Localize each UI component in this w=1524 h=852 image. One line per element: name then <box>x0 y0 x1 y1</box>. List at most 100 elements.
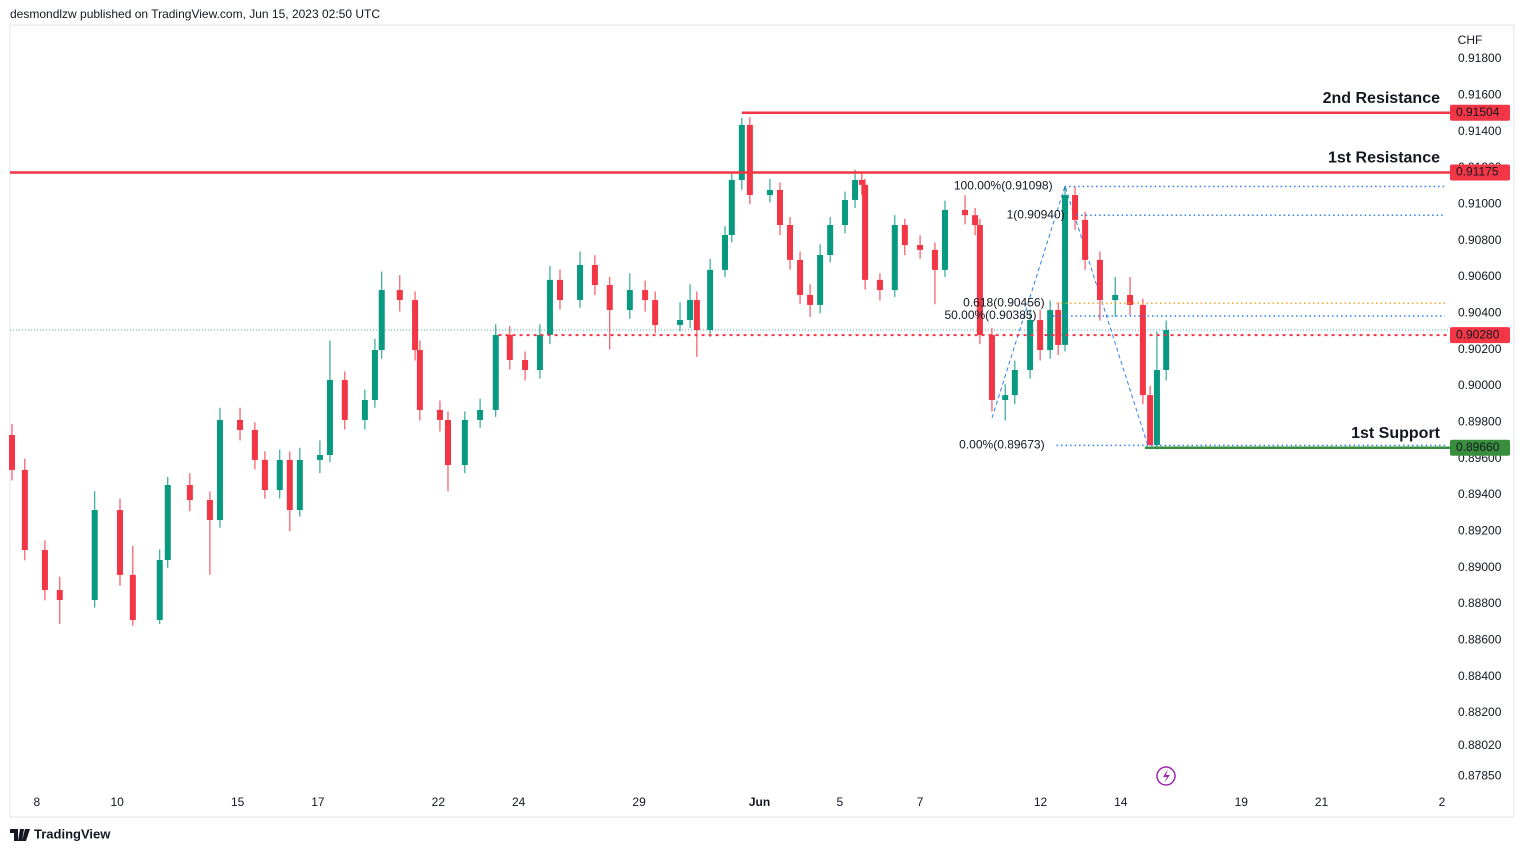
x-tick-label: 14 <box>1114 795 1128 809</box>
x-tick-label: 17 <box>311 795 325 809</box>
candle-body <box>1002 395 1009 400</box>
y-tick-label: 0.88800 <box>1458 596 1502 610</box>
chart-frame <box>9 24 1515 818</box>
level-name: 1st Resistance <box>1328 150 1440 167</box>
y-tick-label: 0.90400 <box>1458 305 1502 319</box>
y-tick-label: 0.88200 <box>1458 705 1502 719</box>
candle-body <box>687 300 694 321</box>
y-tick-label: 0.87850 <box>1458 769 1502 783</box>
candle-body <box>477 409 484 420</box>
candle-body <box>972 215 979 226</box>
candle-body <box>9 435 16 470</box>
y-tick-label: 0.89200 <box>1458 523 1502 537</box>
candle-body <box>746 124 753 196</box>
price-tag <box>1450 164 1510 181</box>
candle-body <box>156 560 163 620</box>
candle-body <box>412 300 419 351</box>
candle-body <box>852 179 859 200</box>
candle-body <box>862 184 869 280</box>
candle-body <box>721 235 728 270</box>
x-tick-label: 7 <box>917 795 924 809</box>
y-tick-label: 0.91400 <box>1458 124 1502 138</box>
candle-body <box>251 429 258 460</box>
candle-body <box>693 300 700 331</box>
candle-body <box>738 124 745 180</box>
level-name: 1st Support <box>1351 425 1441 442</box>
y-tick-label: 0.89800 <box>1458 414 1502 428</box>
price-tag-label: 0.91175 <box>1456 165 1499 179</box>
y-tick-label: 0.89000 <box>1458 560 1502 574</box>
candle-body <box>436 409 443 420</box>
event-icon[interactable] <box>1156 766 1176 786</box>
y-tick-label: 0.88020 <box>1458 738 1502 752</box>
candle-body <box>91 510 98 600</box>
candle-body <box>536 334 543 370</box>
fib-label: 1(0.90940) <box>1007 207 1065 221</box>
candle-body <box>506 334 513 360</box>
candle-body <box>237 419 244 430</box>
price-tag-label: 0.90280 <box>1456 327 1500 341</box>
candle-body <box>276 459 283 491</box>
logo <box>10 829 30 841</box>
candle-body <box>316 455 323 460</box>
fib-label: 50.00%(0.90385) <box>944 308 1036 322</box>
candle-body <box>1062 195 1069 345</box>
candle-body <box>1163 330 1170 370</box>
candle-body <box>56 589 63 600</box>
candle-body <box>1127 294 1134 305</box>
candle-body <box>591 264 598 285</box>
candle-body <box>577 264 584 301</box>
candle-body <box>901 225 908 245</box>
candle-body <box>652 300 659 325</box>
candle-body <box>371 350 378 400</box>
y-tick-label: 0.88600 <box>1458 632 1502 646</box>
candle-body <box>1047 310 1054 351</box>
candle-body <box>976 225 983 335</box>
candle-body <box>1027 320 1034 370</box>
candle-body <box>988 334 995 400</box>
candle-body <box>606 284 613 311</box>
y-tick-label: 0.89400 <box>1458 487 1502 501</box>
candle-body <box>962 209 969 216</box>
y-tick-label: 0.91800 <box>1458 51 1502 65</box>
event-bolt <box>1163 769 1170 783</box>
footer: TradingView <box>34 826 111 841</box>
logo-mark <box>10 829 30 841</box>
candle-body <box>917 244 924 250</box>
candle-body <box>296 459 303 511</box>
price-tag-label: 0.89660 <box>1456 440 1500 454</box>
fib-label: 0.00%(0.89673) <box>959 438 1044 452</box>
level-name: 2nd Resistance <box>1323 90 1440 107</box>
x-tick-label: 19 <box>1235 795 1249 809</box>
candle-body <box>1096 259 1103 301</box>
candle-body <box>626 290 633 311</box>
candle-body <box>129 574 136 620</box>
candle-body <box>396 290 403 301</box>
price-tag <box>1450 439 1510 456</box>
candle-body <box>1147 395 1154 446</box>
candle-body <box>378 290 385 351</box>
fib-label: 0.618(0.90456) <box>963 295 1044 309</box>
candle-body <box>858 179 865 185</box>
candle-body <box>807 294 814 305</box>
candle-body <box>842 199 849 226</box>
candle-body <box>642 290 649 301</box>
candle-body <box>522 359 529 370</box>
x-tick-label: 5 <box>836 795 843 809</box>
candle-body <box>1055 310 1062 345</box>
candle-body <box>326 379 333 456</box>
x-tick-label: 8 <box>34 795 41 809</box>
candle-body <box>416 350 423 410</box>
candle-body <box>21 469 28 551</box>
x-tick-label: Jun <box>749 795 770 809</box>
candle-body <box>286 459 293 511</box>
candle-body <box>827 225 834 255</box>
candle-body <box>116 510 123 575</box>
candle-body <box>817 254 824 305</box>
y-tick-label: 0.90800 <box>1458 233 1502 247</box>
candle-body <box>164 484 171 561</box>
candle-body <box>707 269 714 331</box>
candle-body <box>891 225 898 291</box>
price-tag <box>1450 104 1510 121</box>
candle-body <box>216 419 223 521</box>
